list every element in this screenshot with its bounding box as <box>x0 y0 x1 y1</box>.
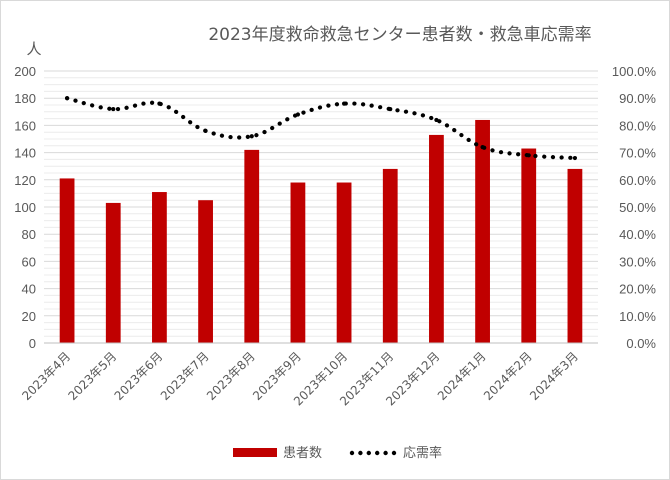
legend-label-patients: 患者数 <box>283 446 322 461</box>
legend-dot <box>375 450 380 456</box>
bar-series <box>59 119 583 344</box>
legend-dot <box>366 450 371 456</box>
y-tick-label-right: 20.0% <box>619 282 656 297</box>
y-tick-label-left: 120 <box>14 173 36 188</box>
legend-dot <box>383 450 388 456</box>
line-series <box>64 96 578 161</box>
y-tick-label-left: 100 <box>14 200 36 215</box>
y-tick-label-left: 160 <box>14 118 36 133</box>
line-point <box>295 112 301 117</box>
bar <box>152 192 167 343</box>
legend-dot <box>358 450 363 456</box>
bar <box>382 168 398 343</box>
y-tick-label-left: 60 <box>22 254 36 269</box>
y-tick-label-right: 100.0% <box>612 64 657 79</box>
legend-label-response-rate: 応需率 <box>403 445 442 461</box>
line-point <box>572 155 578 161</box>
y-tick-label-right: 60.0% <box>619 173 656 188</box>
y-tick-label-left: 140 <box>14 146 36 161</box>
line-point <box>341 101 347 106</box>
line-point <box>111 106 116 112</box>
line-point <box>480 145 485 150</box>
line-point <box>526 153 531 158</box>
legend: 患者数 応需率 <box>233 445 442 461</box>
legend-dot <box>349 450 355 456</box>
y-tick-label-left: 200 <box>14 64 36 79</box>
y-tick-label-right: 50.0% <box>619 200 656 215</box>
bar <box>567 168 583 343</box>
bar <box>336 182 352 343</box>
line-point <box>434 117 439 123</box>
bar <box>429 134 444 343</box>
y-tick-label-right: 0.0% <box>626 336 656 351</box>
legend-swatch-patients <box>233 448 277 457</box>
bar <box>244 149 260 343</box>
bar <box>105 202 121 343</box>
y-tick-label-right: 70.0% <box>619 146 656 161</box>
line-point <box>64 96 70 101</box>
y-tick-label-right: 80.0% <box>619 118 656 133</box>
line-point <box>203 128 208 133</box>
y-tick-label-left: 20 <box>22 309 36 324</box>
y-tick-label-left: 40 <box>22 282 36 297</box>
y-tick-label-right: 10.0% <box>619 309 656 324</box>
y-tick-label-left: 180 <box>14 91 36 106</box>
y-tick-label-right: 90.0% <box>619 91 656 106</box>
grid-lines <box>44 70 598 337</box>
bar <box>59 178 75 343</box>
line-response-rate <box>64 96 578 161</box>
legend-swatch-response-rate <box>349 450 397 456</box>
y-tick-label-right: 30.0% <box>619 254 656 269</box>
y-tick-label-left: 80 <box>22 227 36 242</box>
line-point <box>157 101 162 106</box>
line-point <box>388 106 393 112</box>
y-tick-label-left: 0 <box>29 336 36 351</box>
bar <box>290 182 306 343</box>
legend-dot <box>391 450 397 456</box>
y-tick-label-right: 40.0% <box>619 227 656 242</box>
bar <box>521 148 537 343</box>
bar <box>198 200 213 343</box>
chart-title: 2023年度救命救急センター患者数・救急車応需率 <box>208 25 591 45</box>
y-axis-left-label: 人 <box>26 40 41 58</box>
bar <box>475 119 490 344</box>
line-point <box>249 134 254 139</box>
